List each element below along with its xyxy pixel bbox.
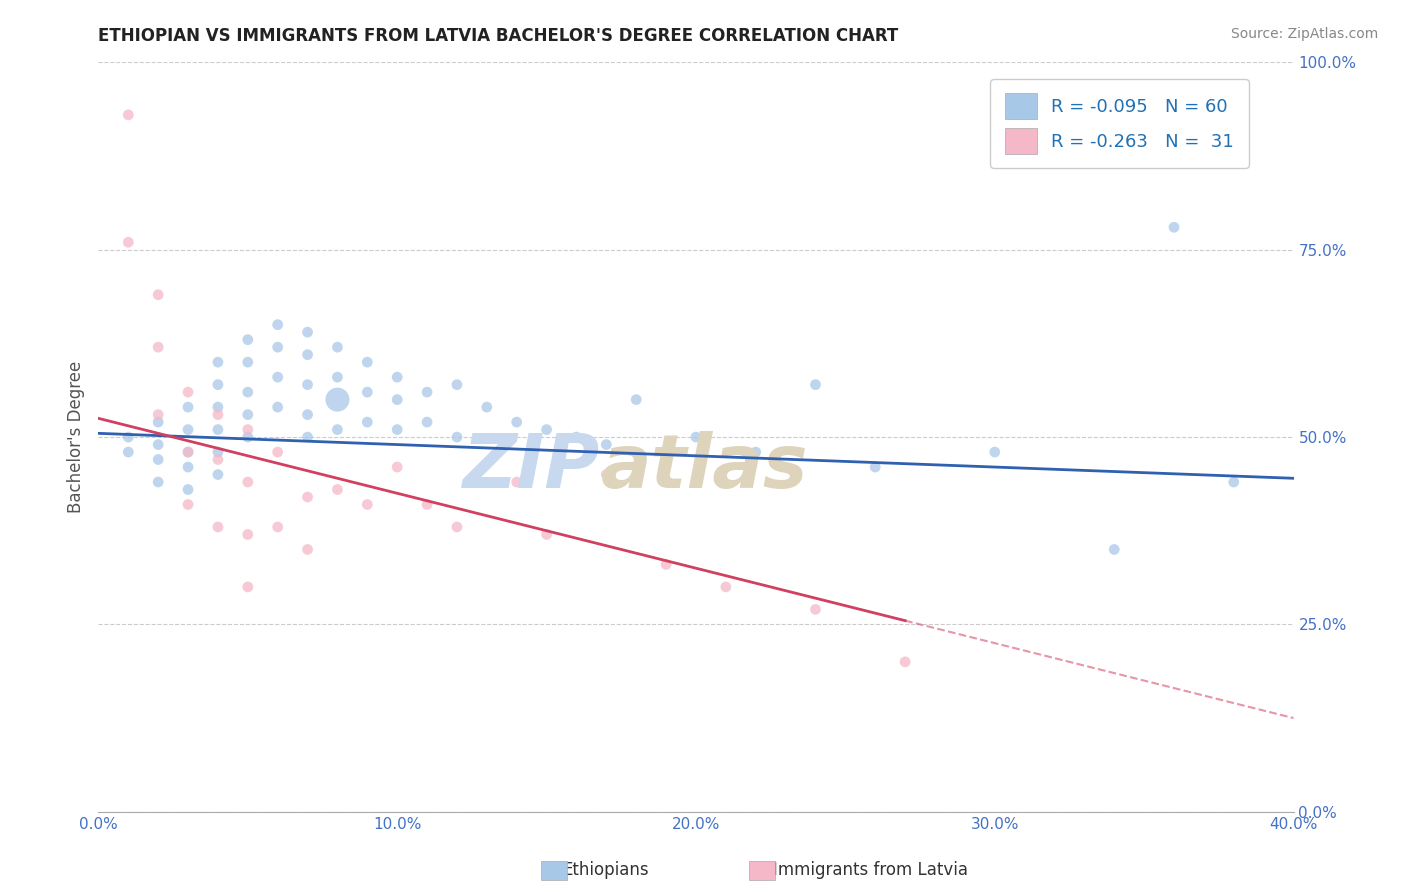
Point	[595, 467, 617, 482]
Point	[297, 377, 319, 392]
Point	[297, 430, 319, 444]
Point	[267, 340, 290, 354]
Point	[267, 445, 290, 459]
Point	[117, 108, 139, 122]
Point	[207, 445, 229, 459]
Point	[177, 445, 200, 459]
Point	[148, 340, 170, 354]
Point	[446, 430, 468, 444]
Point	[267, 318, 290, 332]
Text: atlas: atlas	[600, 431, 808, 504]
Point	[236, 527, 259, 541]
Point	[714, 580, 737, 594]
Point	[267, 370, 290, 384]
Point	[207, 520, 229, 534]
Point	[446, 377, 468, 392]
Point	[207, 400, 229, 414]
Point	[356, 498, 378, 512]
Text: ZIP: ZIP	[463, 431, 600, 504]
Point	[148, 408, 170, 422]
Point	[236, 385, 259, 400]
Point	[356, 355, 378, 369]
Point	[385, 370, 409, 384]
Point	[236, 475, 259, 489]
Point	[148, 287, 170, 301]
Point	[475, 400, 498, 414]
Point	[685, 430, 707, 444]
Point	[177, 423, 200, 437]
Point	[236, 333, 259, 347]
Point	[236, 355, 259, 369]
Text: Ethiopians: Ethiopians	[562, 861, 650, 879]
Point	[446, 520, 468, 534]
Point	[117, 235, 139, 250]
Point	[356, 385, 378, 400]
Point	[326, 483, 349, 497]
Point	[207, 452, 229, 467]
Point	[177, 483, 200, 497]
Point	[297, 348, 319, 362]
Point	[207, 408, 229, 422]
Point	[326, 392, 349, 407]
Point	[148, 475, 170, 489]
Point	[385, 392, 409, 407]
Point	[865, 460, 887, 475]
Point	[565, 430, 588, 444]
Point	[595, 437, 617, 451]
Point	[326, 423, 349, 437]
Point	[1223, 475, 1246, 489]
Y-axis label: Bachelor's Degree: Bachelor's Degree	[66, 361, 84, 513]
Point	[385, 423, 409, 437]
Point	[655, 452, 678, 467]
Point	[626, 392, 648, 407]
Point	[236, 430, 259, 444]
Point	[148, 415, 170, 429]
Point	[236, 423, 259, 437]
Point	[297, 325, 319, 339]
Point	[326, 370, 349, 384]
Point	[207, 423, 229, 437]
Point	[117, 430, 139, 444]
Point	[177, 400, 200, 414]
Point	[984, 445, 1007, 459]
Point	[207, 377, 229, 392]
Point	[297, 408, 319, 422]
Point	[356, 415, 378, 429]
Point	[1104, 542, 1126, 557]
Point	[207, 355, 229, 369]
Text: ETHIOPIAN VS IMMIGRANTS FROM LATVIA BACHELOR'S DEGREE CORRELATION CHART: ETHIOPIAN VS IMMIGRANTS FROM LATVIA BACH…	[98, 27, 898, 45]
Point	[297, 490, 319, 504]
Point	[506, 415, 529, 429]
Point	[804, 377, 827, 392]
Point	[236, 580, 259, 594]
Point	[267, 400, 290, 414]
Point	[416, 415, 439, 429]
Text: Source: ZipAtlas.com: Source: ZipAtlas.com	[1230, 27, 1378, 41]
Legend: R = -0.095   N = 60, R = -0.263   N =  31: R = -0.095 N = 60, R = -0.263 N = 31	[990, 79, 1249, 168]
Point	[207, 467, 229, 482]
Point	[385, 460, 409, 475]
Point	[148, 437, 170, 451]
Point	[236, 408, 259, 422]
Point	[506, 475, 529, 489]
Point	[894, 655, 917, 669]
Point	[804, 602, 827, 616]
Point	[745, 445, 768, 459]
Point	[416, 385, 439, 400]
Point	[177, 498, 200, 512]
Point	[326, 340, 349, 354]
Point	[177, 445, 200, 459]
Point	[536, 423, 558, 437]
Point	[177, 385, 200, 400]
Point	[536, 527, 558, 541]
Text: Immigrants from Latvia: Immigrants from Latvia	[773, 861, 969, 879]
Point	[177, 460, 200, 475]
Point	[416, 498, 439, 512]
Point	[148, 452, 170, 467]
Point	[267, 520, 290, 534]
Point	[297, 542, 319, 557]
Point	[655, 558, 678, 572]
Point	[1163, 220, 1185, 235]
Point	[117, 445, 139, 459]
